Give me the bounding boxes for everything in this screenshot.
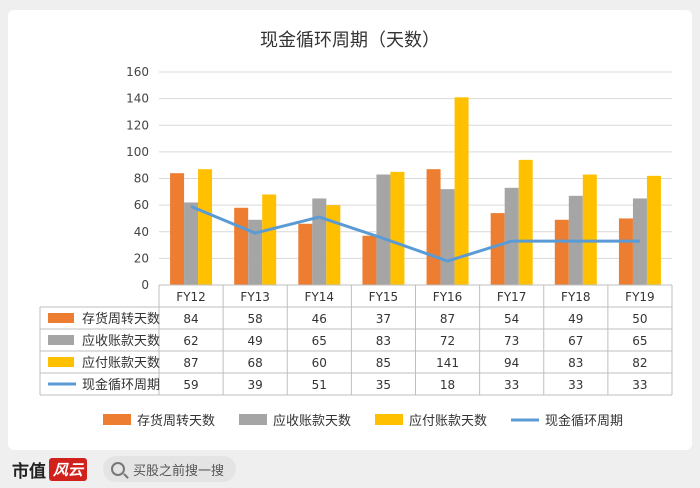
x-tick-label: FY17 <box>497 290 527 304</box>
x-tick-label: FY16 <box>433 290 463 304</box>
legend-key <box>103 414 131 425</box>
footer: 市值 风云 买股之前搜一搜 <box>0 450 700 488</box>
x-tick-label: FY14 <box>305 290 335 304</box>
bar <box>390 171 405 285</box>
y-tick-label: 120 <box>126 118 149 132</box>
bar <box>618 218 633 285</box>
table-row-label: 应付账款天数 <box>82 355 160 371</box>
table-cell-value: 65 <box>312 334 327 348</box>
table-cell-value: 46 <box>312 312 327 326</box>
chart-title: 现金循环周期（天数） <box>260 30 440 51</box>
legend-label: 应付账款天数 <box>409 413 487 429</box>
search-box[interactable]: 买股之前搜一搜 <box>103 456 237 482</box>
bar <box>518 159 533 285</box>
legend-label: 现金循环周期 <box>545 413 623 429</box>
table-cell-value: 73 <box>504 334 519 348</box>
table-cell-value: 33 <box>632 378 647 392</box>
table-row-label: 存货周转天数 <box>82 311 160 327</box>
bar <box>646 175 661 285</box>
table-cell-value: 87 <box>183 356 198 370</box>
table-cell-value: 72 <box>440 334 455 348</box>
brand-name: 市值 <box>12 461 46 482</box>
table-cell-value: 83 <box>568 356 583 370</box>
table-cell-value: 37 <box>376 312 391 326</box>
bar <box>376 174 391 285</box>
x-tick-label: FY12 <box>176 290 206 304</box>
table-row-label: 应收账款天数 <box>82 333 160 349</box>
x-tick-label: FY18 <box>561 290 591 304</box>
x-tick-label: FY13 <box>240 290 270 304</box>
legend-label: 应收账款天数 <box>273 413 351 429</box>
y-tick-label: 100 <box>126 145 149 159</box>
bar <box>454 97 469 285</box>
table-cell-value: 58 <box>248 312 263 326</box>
bar <box>490 213 505 285</box>
bar <box>504 187 519 285</box>
legend-label: 存货周转天数 <box>137 413 215 429</box>
table-cell-value: 68 <box>248 356 263 370</box>
bar <box>170 173 185 285</box>
table-cell-value: 60 <box>312 356 327 370</box>
bar <box>326 205 341 285</box>
x-tick-label: FY15 <box>369 290 399 304</box>
table-cell-value: 49 <box>568 312 583 326</box>
table-row-label: 现金循环周期 <box>82 377 160 393</box>
table-cell-value: 59 <box>183 378 198 392</box>
legend-key <box>375 414 403 425</box>
bar <box>440 189 455 285</box>
x-tick-label: FY19 <box>625 290 655 304</box>
legend-key <box>239 414 267 425</box>
y-tick-label: 140 <box>126 92 149 106</box>
table-cell-value: 65 <box>632 334 647 348</box>
bar <box>582 174 597 285</box>
table-cell-value: 39 <box>248 378 263 392</box>
y-tick-label: 80 <box>134 172 149 186</box>
bar <box>554 219 569 285</box>
table-cell-value: 35 <box>376 378 391 392</box>
table-cell-value: 50 <box>632 312 647 326</box>
brand-mark: 风云 <box>49 457 88 481</box>
chart: 现金循环周期（天数） 0 20 40 60 80 100 120 140 160 FY12 FY13 F… <box>39 30 673 429</box>
chart-card: 现金循环周期（天数） 0 20 40 60 80 100 120 140 160 FY12 FY13 F… <box>8 10 692 450</box>
table-cell-value: 33 <box>568 378 583 392</box>
y-tick-label: 60 <box>134 198 149 212</box>
search-icon <box>111 462 126 476</box>
table-cell-value: 33 <box>504 378 519 392</box>
table-cell-value: 85 <box>376 356 391 370</box>
y-tick-label: 20 <box>134 251 149 265</box>
table-cell-value: 83 <box>376 334 391 348</box>
y-tick-label: 0 <box>141 278 149 292</box>
bar <box>298 223 313 285</box>
bar <box>248 219 263 285</box>
table-cell-value: 87 <box>440 312 455 326</box>
bar <box>198 169 213 285</box>
search-placeholder: 买股之前搜一搜 <box>133 463 225 479</box>
table-cell-value: 49 <box>248 334 263 348</box>
y-tick-label: 160 <box>126 65 149 79</box>
table-legend-key <box>48 357 74 367</box>
bar <box>312 198 327 285</box>
bar <box>362 235 377 285</box>
y-tick-label: 40 <box>134 225 149 239</box>
bar <box>234 207 249 285</box>
table-legend-key <box>48 313 74 323</box>
table-cell-value: 18 <box>440 378 455 392</box>
brand-logo[interactable]: 市值 风云 <box>12 457 88 482</box>
line-series <box>190 205 640 263</box>
table-cell-value: 84 <box>183 312 198 326</box>
bar <box>262 194 277 285</box>
table-legend-key <box>48 335 74 345</box>
table-cell-value: 51 <box>312 378 327 392</box>
bar <box>184 202 199 285</box>
table-cell-value: 94 <box>504 356 519 370</box>
table-cell-value: 82 <box>632 356 647 370</box>
table-cell-value: 141 <box>436 356 459 370</box>
table-cell-value: 54 <box>504 312 519 326</box>
table-cell-value: 67 <box>568 334 583 348</box>
bar <box>426 169 441 285</box>
table-cell-value: 62 <box>183 334 198 348</box>
